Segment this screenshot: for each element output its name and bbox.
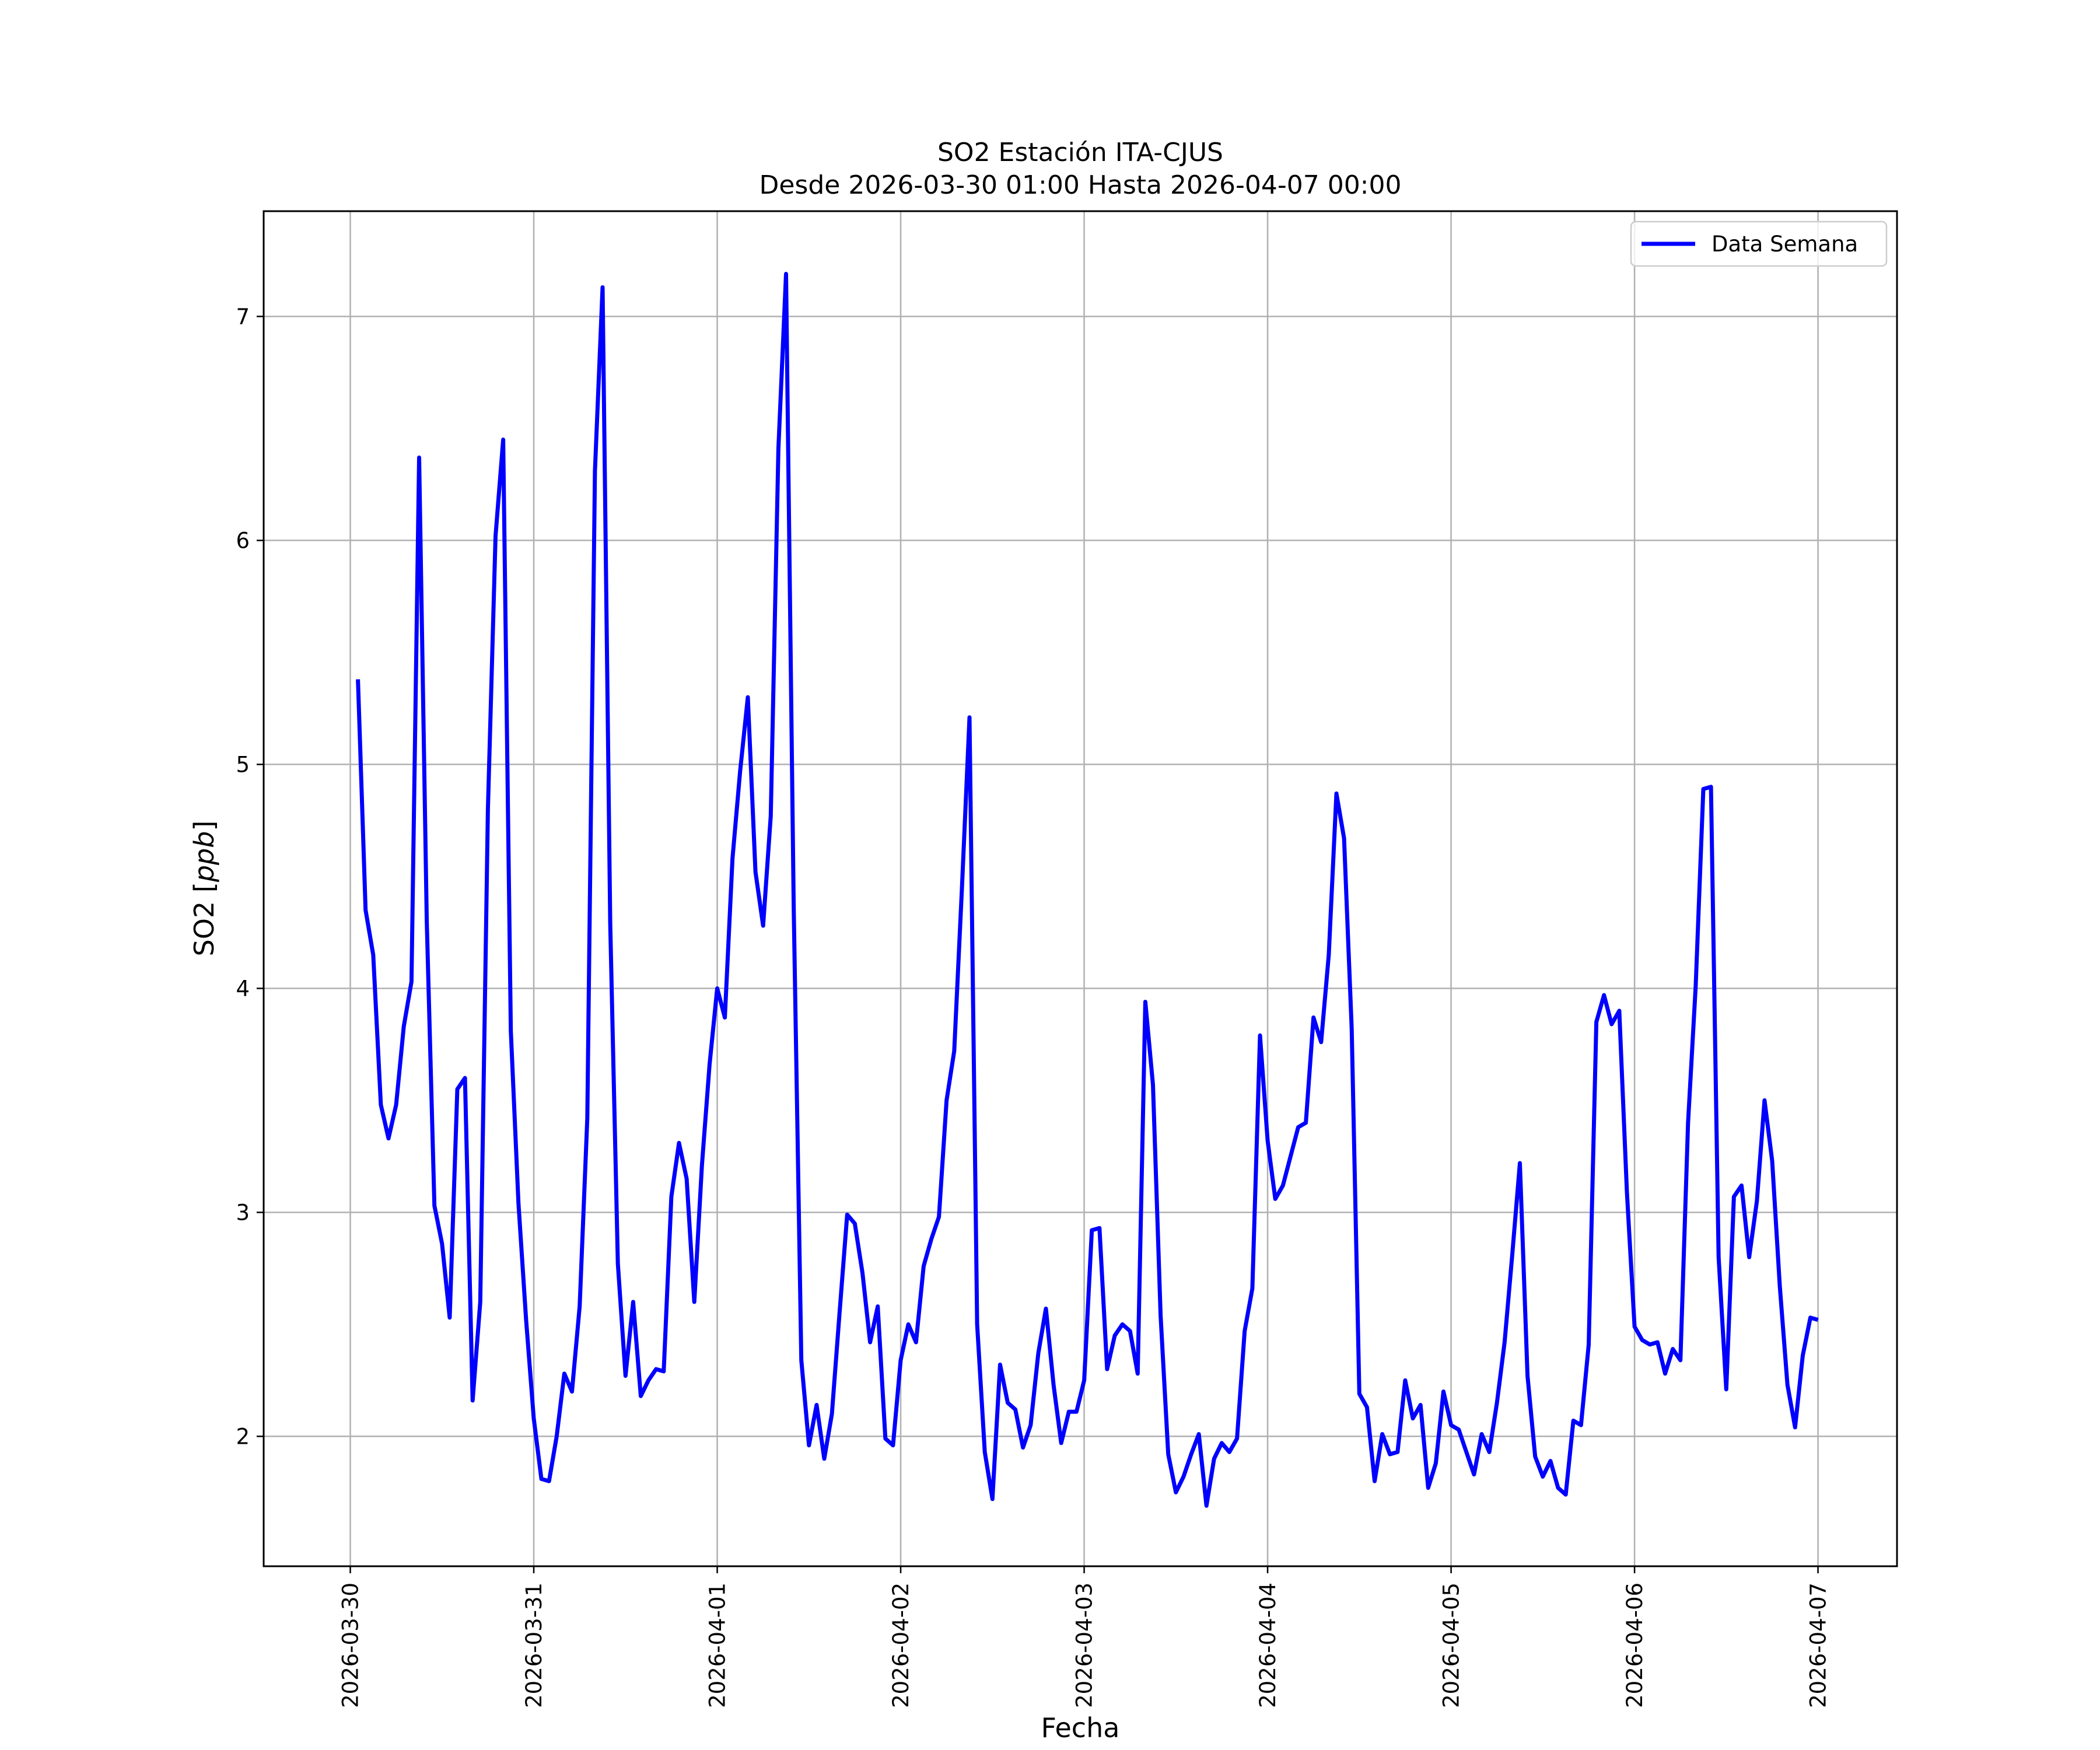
x-axis-label: Fecha bbox=[1041, 1712, 1120, 1744]
x-tick-label: 2026-04-03 bbox=[1072, 1583, 1097, 1708]
x-axis-ticks: 2026-03-30 2026-03-31 2026-04-01 2026-04-02… bbox=[338, 1566, 1831, 1708]
y-tick-label: 2 bbox=[236, 1424, 250, 1449]
legend: Data Semana bbox=[1630, 220, 1888, 267]
legend-label: Data Semana bbox=[1712, 232, 1858, 257]
x-tick-label: 2026-04-07 bbox=[1806, 1583, 1831, 1708]
y-tick-label: 6 bbox=[236, 528, 250, 553]
series-layer bbox=[356, 272, 1819, 1508]
x-tick-label: 2026-04-04 bbox=[1255, 1583, 1280, 1708]
x-tick-label: 2026-04-05 bbox=[1439, 1583, 1464, 1708]
x-tick-label: 2026-04-01 bbox=[705, 1583, 730, 1708]
chart-subtitle: Desde 2026-03-30 01:00 Hasta 2026-04-07 … bbox=[759, 170, 1401, 200]
y-axis-label: SO2 [ppb] bbox=[188, 821, 220, 957]
x-tick-label: 2026-03-31 bbox=[522, 1583, 547, 1708]
y-axis-label-prefix: SO2 [ bbox=[188, 882, 220, 956]
y-axis-label-unit: ppb bbox=[188, 831, 220, 883]
y-tick-label: 7 bbox=[236, 304, 250, 329]
y-axis-label-suffix: ] bbox=[188, 821, 220, 831]
grid-lines bbox=[264, 211, 1897, 1566]
y-tick-label: 4 bbox=[236, 976, 250, 1001]
chart-title: SO2 Estación ITA-CJUS bbox=[937, 138, 1223, 167]
x-tick-label: 2026-03-30 bbox=[338, 1583, 363, 1708]
series-line-data-semana bbox=[356, 272, 1819, 1508]
y-tick-label: 5 bbox=[236, 752, 250, 777]
legend-box bbox=[1630, 220, 1888, 267]
x-tick-label: 2026-04-06 bbox=[1622, 1583, 1647, 1708]
y-tick-label: 3 bbox=[236, 1200, 250, 1225]
x-tick-label: 2026-04-02 bbox=[888, 1583, 914, 1708]
y-axis-ticks: 2 3 4 5 6 7 bbox=[236, 304, 264, 1449]
plot-frame bbox=[262, 210, 1898, 1567]
